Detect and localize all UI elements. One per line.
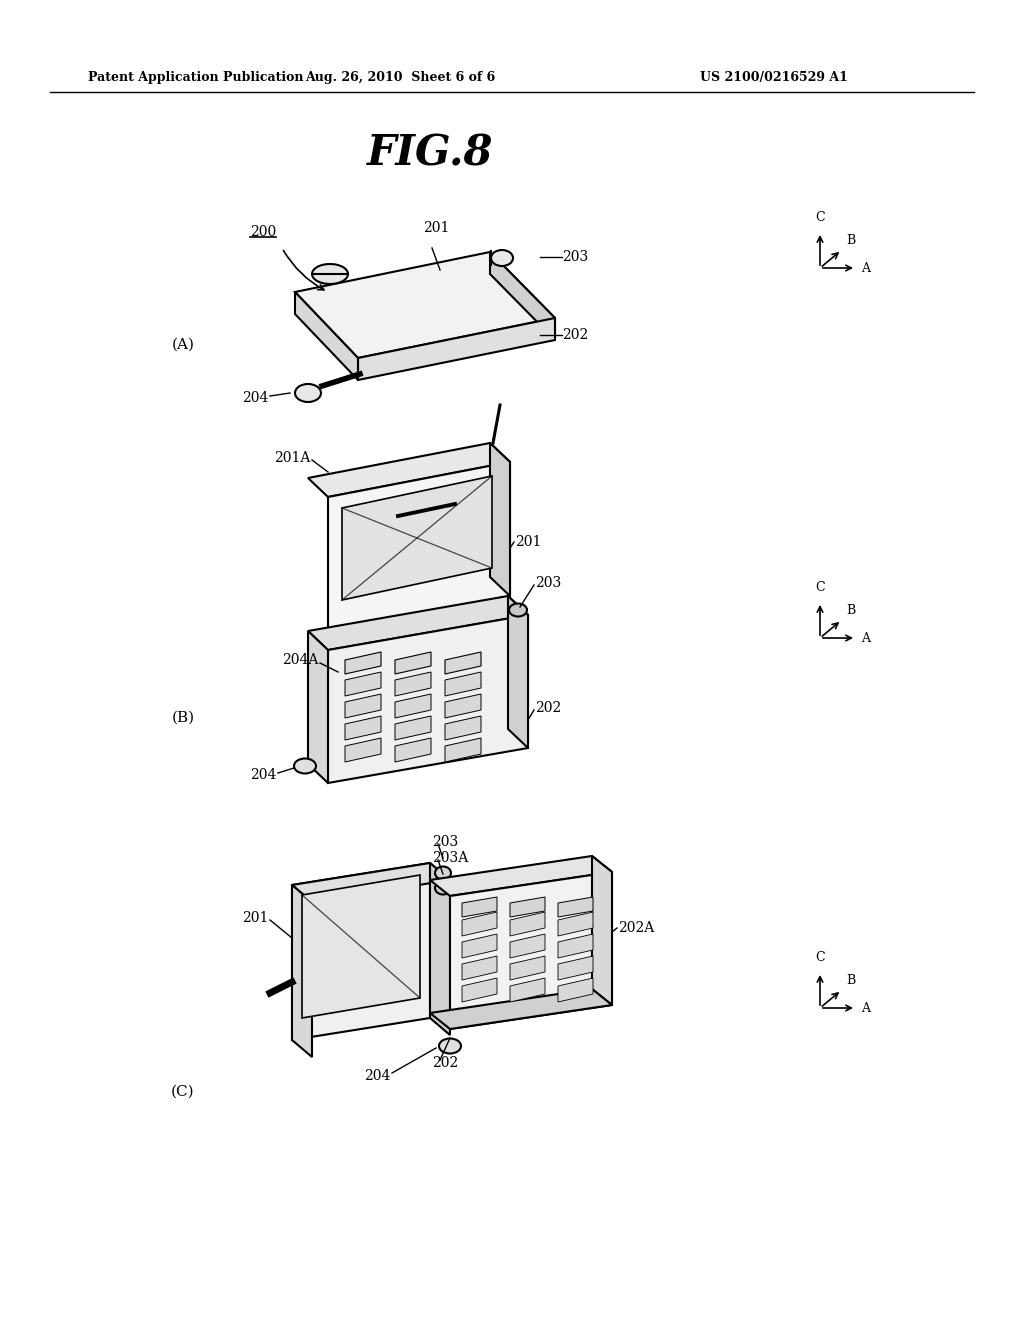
- Text: 202: 202: [562, 327, 588, 342]
- Text: Patent Application Publication: Patent Application Publication: [88, 71, 303, 84]
- Polygon shape: [295, 252, 555, 358]
- Polygon shape: [592, 855, 612, 1005]
- Polygon shape: [462, 912, 497, 936]
- Text: 204A: 204A: [282, 653, 318, 667]
- Ellipse shape: [295, 384, 321, 403]
- Polygon shape: [510, 956, 545, 979]
- Ellipse shape: [435, 866, 451, 879]
- Polygon shape: [462, 898, 497, 917]
- Text: 203A: 203A: [432, 851, 468, 865]
- Polygon shape: [292, 863, 430, 1040]
- Polygon shape: [358, 318, 555, 380]
- Polygon shape: [395, 694, 431, 718]
- Text: (B): (B): [171, 711, 195, 725]
- Polygon shape: [308, 444, 510, 498]
- Text: B: B: [847, 234, 856, 247]
- Text: 200: 200: [250, 224, 276, 239]
- Polygon shape: [445, 715, 481, 741]
- Text: 202: 202: [535, 701, 561, 715]
- Text: C: C: [815, 211, 824, 224]
- Text: US 2100/0216529 A1: US 2100/0216529 A1: [700, 71, 848, 84]
- Polygon shape: [510, 935, 545, 958]
- Ellipse shape: [490, 249, 513, 267]
- Polygon shape: [395, 652, 431, 675]
- Polygon shape: [558, 935, 593, 958]
- Text: B: B: [847, 974, 856, 987]
- Text: 201: 201: [242, 911, 268, 925]
- Text: 201: 201: [423, 220, 450, 235]
- Polygon shape: [490, 444, 510, 597]
- Polygon shape: [430, 855, 612, 896]
- Polygon shape: [395, 715, 431, 741]
- Polygon shape: [462, 935, 497, 958]
- Polygon shape: [302, 875, 420, 1018]
- Text: C: C: [815, 950, 824, 964]
- Polygon shape: [445, 672, 481, 696]
- Text: 204: 204: [242, 391, 268, 405]
- Polygon shape: [345, 715, 381, 741]
- Text: B: B: [847, 605, 856, 616]
- Polygon shape: [328, 462, 510, 631]
- Polygon shape: [345, 672, 381, 696]
- Text: A: A: [861, 631, 870, 644]
- Polygon shape: [292, 863, 450, 902]
- Text: Aug. 26, 2010  Sheet 6 of 6: Aug. 26, 2010 Sheet 6 of 6: [305, 71, 496, 84]
- Text: 204: 204: [364, 1069, 390, 1082]
- Polygon shape: [558, 978, 593, 1002]
- Polygon shape: [342, 477, 492, 601]
- Polygon shape: [510, 978, 545, 1002]
- Polygon shape: [510, 912, 545, 936]
- Ellipse shape: [435, 882, 451, 895]
- Polygon shape: [308, 597, 528, 649]
- Polygon shape: [430, 989, 612, 1030]
- Polygon shape: [558, 956, 593, 979]
- Polygon shape: [395, 672, 431, 696]
- Text: 202A: 202A: [618, 921, 654, 935]
- Polygon shape: [345, 652, 381, 675]
- Polygon shape: [462, 956, 497, 979]
- Text: A: A: [861, 1002, 870, 1015]
- Polygon shape: [345, 694, 381, 718]
- Text: 203: 203: [535, 576, 561, 590]
- Text: 203: 203: [432, 836, 459, 849]
- Polygon shape: [558, 898, 593, 917]
- Polygon shape: [295, 292, 358, 380]
- Polygon shape: [462, 978, 497, 1002]
- Polygon shape: [445, 738, 481, 762]
- Text: C: C: [815, 581, 824, 594]
- Ellipse shape: [509, 603, 527, 616]
- Text: 203: 203: [562, 249, 588, 264]
- Text: 201: 201: [515, 535, 542, 549]
- Polygon shape: [510, 898, 545, 917]
- Polygon shape: [490, 252, 555, 341]
- Text: FIG.8: FIG.8: [367, 132, 494, 174]
- Text: 201A: 201A: [273, 451, 310, 465]
- Text: (C): (C): [171, 1085, 195, 1100]
- Polygon shape: [445, 694, 481, 718]
- Polygon shape: [445, 652, 481, 675]
- Polygon shape: [345, 738, 381, 762]
- Polygon shape: [308, 631, 328, 783]
- Polygon shape: [558, 912, 593, 936]
- Polygon shape: [395, 738, 431, 762]
- Polygon shape: [450, 873, 612, 1030]
- Polygon shape: [430, 863, 450, 1035]
- Polygon shape: [508, 597, 528, 748]
- Text: A: A: [861, 261, 870, 275]
- Ellipse shape: [294, 759, 316, 774]
- Polygon shape: [328, 615, 528, 783]
- Ellipse shape: [312, 264, 348, 284]
- Text: 204: 204: [250, 768, 276, 781]
- Polygon shape: [292, 884, 312, 1057]
- Text: (A): (A): [171, 338, 195, 352]
- Ellipse shape: [439, 1039, 461, 1053]
- Text: 202: 202: [432, 1056, 459, 1071]
